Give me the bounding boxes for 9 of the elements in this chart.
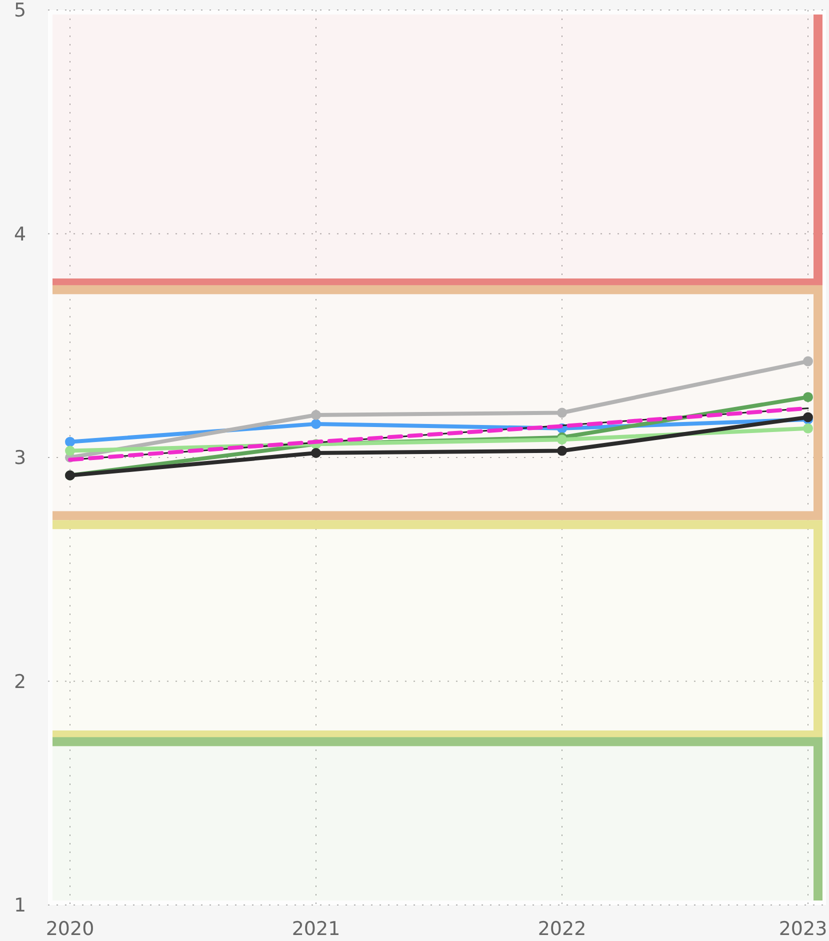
x-tick-label: 2021 bbox=[292, 918, 340, 940]
y-tick-label: 5 bbox=[14, 0, 26, 22]
y-tick-label: 3 bbox=[14, 447, 26, 470]
x-tick-label: 2023 bbox=[778, 918, 828, 940]
y-tick-label: 1 bbox=[14, 894, 26, 917]
y-tick-label: 4 bbox=[14, 223, 26, 246]
x-tick-label: 2020 bbox=[46, 918, 94, 940]
y-tick-label: 2 bbox=[14, 670, 26, 693]
x-tick-label: 2022 bbox=[538, 918, 586, 940]
